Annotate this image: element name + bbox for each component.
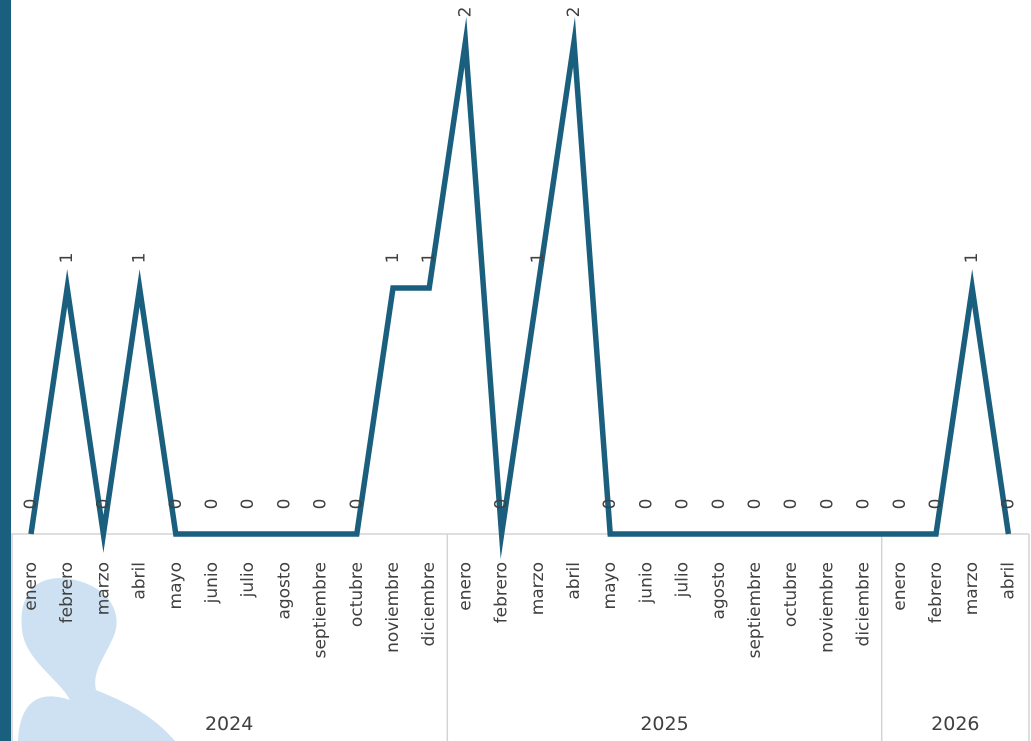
month-tick-label: agosto [709, 562, 729, 620]
data-label: 1 [962, 253, 982, 264]
data-label: 0 [926, 499, 946, 510]
data-label: 1 [130, 253, 150, 264]
watermark-silhouette [18, 578, 175, 741]
data-label: 1 [419, 253, 439, 264]
year-label: 2026 [931, 713, 979, 735]
month-tick-label: diciembre [419, 562, 439, 646]
month-tick-label: julio [673, 562, 693, 598]
month-tick-label: marzo [528, 562, 548, 615]
month-tick-label: enero [21, 562, 41, 611]
data-label: 0 [311, 499, 331, 510]
data-labels: 0 1 0 1 0 0 0 0 0 0 1 1 2 0 1 2 0 0 0 0 0 0 0 0 0 0 1 0 [21, 7, 1018, 510]
data-label: 0 [600, 499, 620, 510]
data-label: 0 [817, 499, 837, 510]
x-axis: enero febrero marzo abril mayo junio julio agos… [11, 533, 1030, 741]
month-tick-label: marzo [962, 562, 982, 615]
month-tick-label: abril [564, 562, 584, 600]
data-label: 0 [21, 499, 41, 510]
data-label: 0 [238, 499, 258, 510]
month-tick-label: diciembre [854, 562, 874, 646]
data-label: 0 [636, 499, 656, 510]
data-label: 0 [202, 499, 222, 510]
month-tick-label: julio [238, 562, 258, 598]
data-label: 2 [455, 7, 475, 18]
watermark-figure [18, 578, 175, 741]
month-tick-label: septiembre [311, 562, 331, 658]
month-tick-label: junio [202, 562, 222, 604]
data-label: 0 [890, 499, 910, 510]
month-tick-label: octubre [347, 562, 367, 627]
month-tick-label: octubre [781, 562, 801, 627]
data-label: 0 [274, 499, 294, 510]
data-label: 0 [745, 499, 765, 510]
left-accent-bar [0, 0, 11, 741]
data-label: 0 [998, 499, 1018, 510]
month-tick-label: agosto [274, 562, 294, 620]
data-label: 2 [564, 7, 584, 18]
month-tick-label: enero [455, 562, 475, 611]
month-tick-label: febrero [926, 562, 946, 623]
month-tick-label: abril [130, 562, 150, 600]
data-label: 0 [781, 499, 801, 510]
data-label: 0 [492, 499, 512, 510]
year-label: 2025 [640, 713, 688, 735]
month-tick-label: mayo [600, 562, 620, 609]
month-tick-label: septiembre [745, 562, 765, 658]
data-label: 0 [166, 499, 186, 510]
month-tick-label: junio [636, 562, 656, 604]
month-tick-label: noviembre [383, 562, 403, 653]
month-tick-label: febrero [57, 562, 77, 623]
year-label: 2024 [205, 713, 253, 735]
series-line [28, 16, 1012, 560]
month-tick-label: febrero [492, 562, 512, 623]
data-label: 1 [528, 253, 548, 264]
data-label: 1 [383, 253, 403, 264]
month-tick-label: mayo [166, 562, 186, 609]
month-tick-label: noviembre [817, 562, 837, 653]
month-tick-label: marzo [93, 562, 113, 615]
data-label: 1 [57, 253, 77, 264]
data-label: 0 [709, 499, 729, 510]
month-tick-label: abril [998, 562, 1018, 600]
data-label: 0 [347, 499, 367, 510]
data-label: 0 [673, 499, 693, 510]
month-tick-label: enero [890, 562, 910, 611]
data-label: 0 [93, 499, 113, 510]
plot-area [28, 16, 1012, 560]
data-label: 0 [854, 499, 874, 510]
